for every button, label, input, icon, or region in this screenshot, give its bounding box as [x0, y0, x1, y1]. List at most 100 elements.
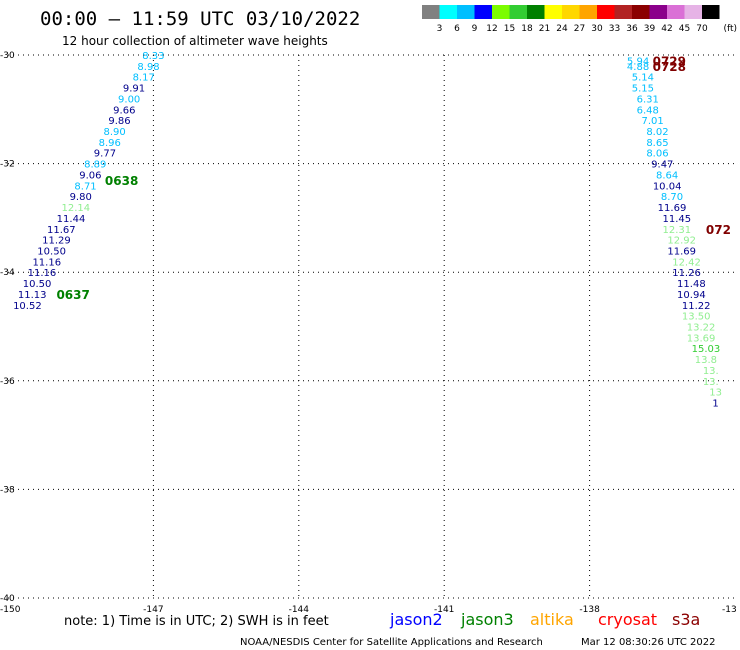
- wave-height-label: 10.04: [653, 181, 682, 192]
- wave-height-label: 12.42: [672, 257, 701, 268]
- scale-unit: (ft): [724, 24, 738, 34]
- scale-label: 33: [609, 24, 620, 34]
- scale-label: 42: [661, 24, 672, 34]
- scale-swatch: [632, 5, 650, 19]
- scale-swatch: [649, 5, 667, 19]
- footer-credit: NOAA/NESDIS Center for Satellite Applica…: [240, 637, 543, 648]
- satellite-cryosat: cryosat: [598, 610, 657, 629]
- scale-label: 3: [437, 24, 443, 34]
- scale-swatch: [439, 5, 457, 19]
- scale-label: 45: [679, 24, 690, 34]
- scale-swatch: [527, 5, 545, 19]
- chart-subtitle: 12 hour collection of altimeter wave hei…: [62, 34, 328, 48]
- grid-lines: [8, 54, 735, 599]
- wave-height-label: 11.44: [57, 214, 86, 225]
- wave-height-label: 9.80: [70, 192, 92, 203]
- wave-height-label: 11.69: [667, 246, 696, 257]
- time-annotation: 0637: [56, 288, 89, 302]
- scale-swatch: [492, 5, 510, 19]
- time-annotation: 0638: [105, 174, 138, 188]
- time-annotation: 0729: [653, 54, 686, 68]
- y-axis-tick-labels: -30 -32 -34 -36 -38 -40: [0, 51, 15, 604]
- wave-height-label: 6.48: [637, 105, 659, 116]
- wave-height-label: 5.14: [632, 73, 654, 84]
- wave-height-label: 11.45: [663, 214, 692, 225]
- scale-label: 9: [472, 24, 478, 34]
- wave-height-label: 8.65: [646, 138, 668, 149]
- scale-swatch: [562, 5, 580, 19]
- wave-height-label: 9.91: [123, 84, 145, 95]
- wave-height-label: 8.71: [74, 181, 96, 192]
- wave-height-label: 6.31: [637, 94, 659, 105]
- scale-label: 27: [574, 24, 585, 34]
- time-annotation: 0728: [653, 60, 686, 74]
- wave-height-label: 11.29: [42, 236, 71, 247]
- scale-label: 70: [696, 24, 708, 34]
- wave-height-label: 11.16: [32, 257, 61, 268]
- scale-label: 21: [539, 24, 550, 34]
- wave-height-label: 11.16: [28, 268, 57, 279]
- wave-height-label: 9.77: [94, 149, 116, 160]
- footer-timestamp: Mar 12 08:30:26 UTC 2022: [581, 637, 716, 648]
- wave-height-label: 11.69: [658, 203, 687, 214]
- wave-height-label: 8.64: [656, 170, 678, 181]
- wave-height-color-scale: 3 6 9 12 15 18 21 24 27 30 33 36 39 42 45 70 (ft): [422, 5, 737, 34]
- scale-label: 18: [521, 24, 533, 34]
- wave-height-label: 5.15: [632, 84, 654, 95]
- wave-height-label: 11.26: [672, 268, 701, 279]
- scale-label: 15: [504, 24, 515, 34]
- satellite-s3a: s3a: [672, 610, 700, 629]
- scale-swatch: [614, 5, 632, 19]
- wave-height-label: 13: [709, 388, 722, 399]
- wave-height-label: 10.94: [677, 290, 706, 301]
- scale-label: 39: [644, 24, 656, 34]
- wave-height-label: 8.02: [646, 127, 668, 138]
- wave-height-label: 8.06: [646, 149, 668, 160]
- scale-label: 30: [591, 24, 603, 34]
- x-edge-label-right: -13: [722, 605, 737, 615]
- wave-height-label: 4.88: [627, 62, 649, 73]
- y-tick-label: -40: [0, 594, 15, 604]
- scale-swatch: [684, 5, 702, 19]
- scale-swatch: [457, 5, 475, 19]
- satellite-jason3: jason3: [460, 610, 514, 629]
- wave-height-label: 10.50: [23, 279, 52, 290]
- satellite-altika: altika: [530, 610, 574, 629]
- y-tick-label: -36: [0, 377, 15, 387]
- scale-label: 36: [626, 24, 638, 34]
- wave-height-label: 11.67: [47, 225, 76, 236]
- wave-height-label: 13.8: [695, 355, 717, 366]
- time-annotation: 072: [706, 223, 731, 237]
- wave-height-label: 9.47: [651, 160, 673, 171]
- x-tick-label: -144: [289, 605, 310, 615]
- wave-height-label: 5.94: [627, 56, 649, 67]
- wave-height-label: 13.: [703, 377, 719, 388]
- wave-height-label: 8.90: [103, 127, 125, 138]
- wave-height-label: 9.06: [79, 170, 101, 181]
- scale-swatch: [474, 5, 492, 19]
- wave-height-label: 7.01: [641, 116, 663, 127]
- wave-height-label: 8.33: [142, 51, 164, 62]
- wave-height-label: 8.70: [661, 192, 683, 203]
- scale-swatch: [667, 5, 685, 19]
- scale-label: 24: [556, 24, 568, 34]
- scale-swatch: [702, 5, 720, 19]
- scale-swatch: [422, 5, 440, 19]
- wave-height-label: 8.96: [99, 138, 121, 149]
- wave-height-label: 13.22: [687, 323, 716, 334]
- scale-label: 12: [486, 24, 497, 34]
- wave-height-label: 12.92: [667, 236, 696, 247]
- footer-note: note: 1) Time is in UTC; 2) SWH is in fe…: [64, 614, 329, 629]
- wave-height-label: 9.00: [118, 94, 140, 105]
- scale-swatch: [579, 5, 597, 19]
- chart-title: 00:00 – 11:59 UTC 03/10/2022: [40, 8, 360, 30]
- wave-height-label: 12.14: [62, 203, 91, 214]
- y-tick-label: -30: [0, 51, 15, 61]
- wave-height-label: 9.86: [108, 116, 130, 127]
- wave-height-label: 12.31: [663, 225, 692, 236]
- wave-height-label: 8.89: [84, 160, 106, 171]
- wave-height-label: 1: [712, 399, 718, 410]
- wave-height-label: 13.50: [682, 312, 711, 323]
- wave-height-label: 8.17: [133, 73, 155, 84]
